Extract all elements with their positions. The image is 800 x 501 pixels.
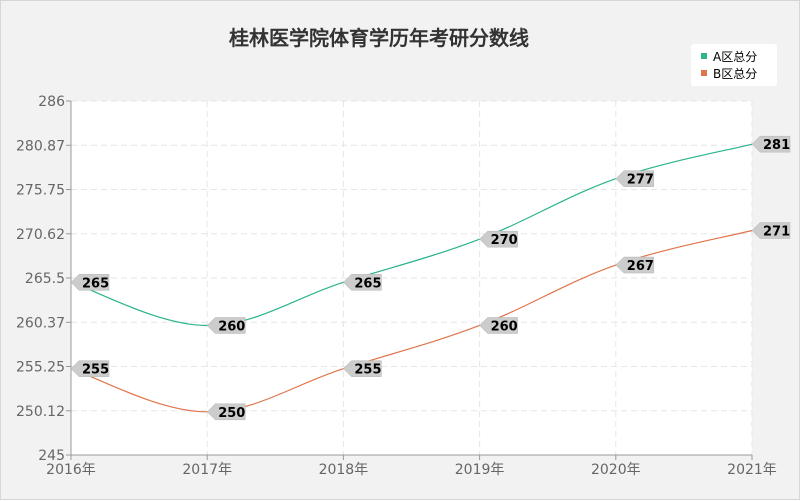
y-tick-label: 280.87 — [16, 138, 65, 154]
data-label: 270 — [491, 233, 518, 248]
x-tick-label: 2017年 — [182, 462, 232, 478]
legend-label-b: B区总分 — [713, 67, 757, 81]
data-label: 271 — [763, 225, 790, 240]
data-label-box — [343, 360, 382, 377]
data-label-box — [206, 317, 246, 334]
data-label-box — [70, 360, 110, 377]
data-label: 277 — [627, 173, 654, 188]
x-tick-label: 2018年 — [319, 462, 369, 478]
data-label-box — [479, 317, 518, 334]
chart-title: 桂林医学院体育学历年考研分数线 — [228, 26, 529, 50]
legend-box — [691, 44, 777, 86]
legend-swatch-a — [701, 53, 707, 59]
grid-lines — [71, 100, 753, 455]
data-label: 267 — [627, 259, 654, 274]
data-label-box — [206, 403, 246, 421]
data-label-box — [751, 222, 791, 239]
legend-label-a: A区总分 — [713, 50, 757, 64]
data-label: 260 — [218, 319, 245, 334]
data-label: 281 — [763, 138, 790, 153]
x-tick-label: 2016年 — [46, 462, 96, 478]
y-tick-label: 255.25 — [16, 360, 65, 376]
x-axis-ticks: 2016年 2017年 2018年 2019年 2020年 2021年 — [46, 455, 777, 478]
data-label: 265 — [82, 276, 109, 291]
data-label: 255 — [354, 363, 381, 378]
legend: A区总分 B区总分 — [691, 44, 777, 86]
x-tick-label: 2019年 — [455, 462, 505, 478]
data-label: 255 — [82, 363, 109, 378]
y-axis-ticks: 245 250.12 255.25 260.37 265.5 270.62 275.75 28… — [16, 94, 71, 464]
data-label-box — [615, 256, 655, 274]
y-tick-label: 286 — [38, 94, 65, 110]
data-label-box — [343, 274, 382, 291]
data-label-box — [70, 274, 110, 291]
x-tick-label: 2020年 — [591, 462, 641, 478]
legend-swatch-b — [701, 70, 707, 76]
data-label: 260 — [491, 319, 518, 334]
data-label: 250 — [218, 406, 245, 421]
y-tick-label: 275.75 — [16, 183, 65, 199]
y-tick-label: 250.12 — [16, 404, 65, 420]
y-tick-label: 260.37 — [16, 315, 65, 331]
y-tick-label: 265.5 — [25, 271, 65, 287]
x-tick-label: 2021年 — [727, 462, 777, 478]
data-labels: 265 260 265 270 277 281 255 250 255 260 267 271 — [70, 135, 791, 421]
data-label-box — [479, 230, 518, 248]
y-tick-label: 270.62 — [16, 227, 65, 243]
data-label-box — [615, 170, 655, 187]
data-label: 265 — [354, 276, 381, 291]
data-label-box — [751, 135, 791, 153]
y-tick-label: 245 — [38, 448, 65, 464]
